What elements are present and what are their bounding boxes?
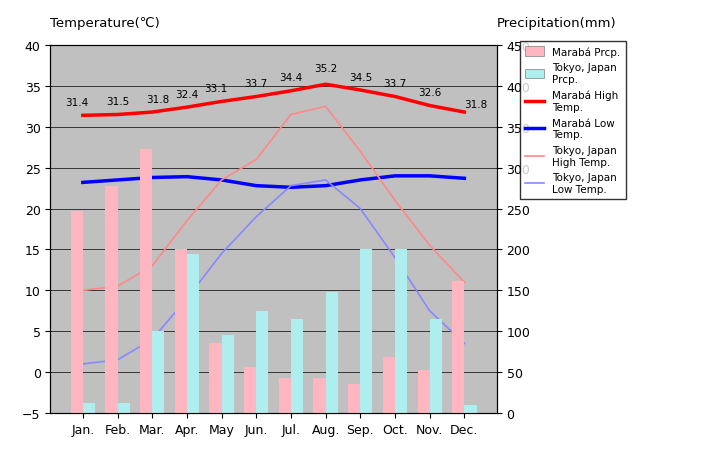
- Tokyo, Japan
Low Temp.: [148, 337, 156, 342]
- Text: 35.2: 35.2: [314, 64, 337, 74]
- Bar: [418, 371, 430, 413]
- Tokyo, Japan
Low Temp.: [78, 361, 87, 367]
- Bar: [325, 292, 338, 413]
- Bar: [140, 150, 152, 413]
- Text: Temperature(℃): Temperature(℃): [50, 17, 160, 30]
- Marabá Low
Temp.: [78, 180, 87, 186]
- Line: Tokyo, Japan
High Temp.: Tokyo, Japan High Temp.: [83, 107, 464, 291]
- Marabá Low
Temp.: [460, 176, 469, 182]
- Bar: [210, 343, 222, 413]
- Tokyo, Japan
Low Temp.: [217, 251, 226, 257]
- Marabá High
Temp.: [148, 110, 156, 116]
- Text: 34.4: 34.4: [279, 73, 302, 83]
- Marabá High
Temp.: [252, 95, 261, 100]
- Text: 34.5: 34.5: [348, 73, 372, 83]
- Marabá Low
Temp.: [148, 175, 156, 181]
- Tokyo, Japan
Low Temp.: [183, 296, 192, 302]
- Bar: [279, 378, 291, 413]
- Bar: [256, 311, 269, 413]
- Marabá Low
Temp.: [217, 178, 226, 183]
- Bar: [105, 187, 117, 413]
- Bar: [83, 403, 95, 413]
- Tokyo, Japan
High Temp.: [287, 112, 295, 118]
- Bar: [430, 319, 442, 413]
- Bar: [222, 336, 234, 413]
- Marabá Low
Temp.: [113, 178, 122, 183]
- Tokyo, Japan
High Temp.: [183, 218, 192, 224]
- Marabá High
Temp.: [287, 89, 295, 95]
- Marabá High
Temp.: [426, 104, 434, 109]
- Marabá High
Temp.: [321, 82, 330, 88]
- Tokyo, Japan
High Temp.: [113, 284, 122, 289]
- Marabá High
Temp.: [356, 88, 364, 94]
- Tokyo, Japan
High Temp.: [217, 178, 226, 183]
- Tokyo, Japan
Low Temp.: [287, 184, 295, 189]
- Tokyo, Japan
Low Temp.: [391, 255, 400, 261]
- Bar: [175, 250, 187, 413]
- Marabá Low
Temp.: [287, 185, 295, 190]
- Tokyo, Japan
High Temp.: [321, 104, 330, 110]
- Text: 31.4: 31.4: [66, 98, 89, 108]
- Marabá Low
Temp.: [321, 184, 330, 189]
- Marabá Low
Temp.: [426, 174, 434, 179]
- Tokyo, Japan
Low Temp.: [321, 178, 330, 183]
- Marabá High
Temp.: [183, 105, 192, 111]
- Text: 33.1: 33.1: [204, 84, 228, 94]
- Line: Marabá High
Temp.: Marabá High Temp.: [83, 85, 464, 116]
- Bar: [464, 405, 477, 413]
- Tokyo, Japan
High Temp.: [78, 288, 87, 293]
- Marabá High
Temp.: [391, 95, 400, 100]
- Line: Tokyo, Japan
Low Temp.: Tokyo, Japan Low Temp.: [83, 180, 464, 364]
- Tokyo, Japan
Low Temp.: [252, 214, 261, 220]
- Bar: [383, 358, 395, 413]
- Bar: [152, 331, 164, 413]
- Tokyo, Japan
High Temp.: [356, 149, 364, 155]
- Bar: [313, 378, 325, 413]
- Bar: [291, 319, 303, 413]
- Tokyo, Japan
Low Temp.: [113, 357, 122, 363]
- Legend: Marabá Prcp., Tokyo, Japan
Prcp., Marabá High
Temp., Marabá Low
Temp., Tokyo, Ja: Marabá Prcp., Tokyo, Japan Prcp., Marabá…: [520, 42, 626, 200]
- Tokyo, Japan
Low Temp.: [426, 308, 434, 314]
- Bar: [117, 403, 130, 413]
- Tokyo, Japan
High Temp.: [391, 198, 400, 204]
- Marabá High
Temp.: [217, 100, 226, 105]
- Text: 32.4: 32.4: [175, 90, 199, 100]
- Marabá Low
Temp.: [183, 174, 192, 180]
- Tokyo, Japan
High Temp.: [426, 243, 434, 249]
- Tokyo, Japan
High Temp.: [252, 157, 261, 163]
- Bar: [452, 281, 464, 413]
- Text: 31.5: 31.5: [106, 97, 129, 107]
- Tokyo, Japan
Low Temp.: [356, 207, 364, 212]
- Bar: [244, 367, 256, 413]
- Bar: [360, 250, 372, 413]
- Marabá Low
Temp.: [252, 184, 261, 189]
- Text: 31.8: 31.8: [464, 100, 487, 110]
- Tokyo, Japan
Low Temp.: [460, 341, 469, 347]
- Bar: [187, 254, 199, 413]
- Text: Precipitation(mm): Precipitation(mm): [497, 17, 616, 30]
- Bar: [348, 385, 360, 413]
- Marabá Low
Temp.: [391, 174, 400, 179]
- Marabá Low
Temp.: [356, 178, 364, 183]
- Marabá High
Temp.: [113, 112, 122, 118]
- Text: 32.6: 32.6: [418, 88, 441, 98]
- Text: 33.7: 33.7: [245, 79, 268, 89]
- Text: 33.7: 33.7: [383, 79, 407, 89]
- Marabá High
Temp.: [78, 113, 87, 119]
- Tokyo, Japan
High Temp.: [148, 263, 156, 269]
- Text: 31.8: 31.8: [146, 95, 169, 105]
- Bar: [395, 250, 407, 413]
- Marabá High
Temp.: [460, 110, 469, 116]
- Line: Marabá Low
Temp.: Marabá Low Temp.: [83, 176, 464, 188]
- Tokyo, Japan
High Temp.: [460, 280, 469, 285]
- Bar: [71, 212, 83, 413]
